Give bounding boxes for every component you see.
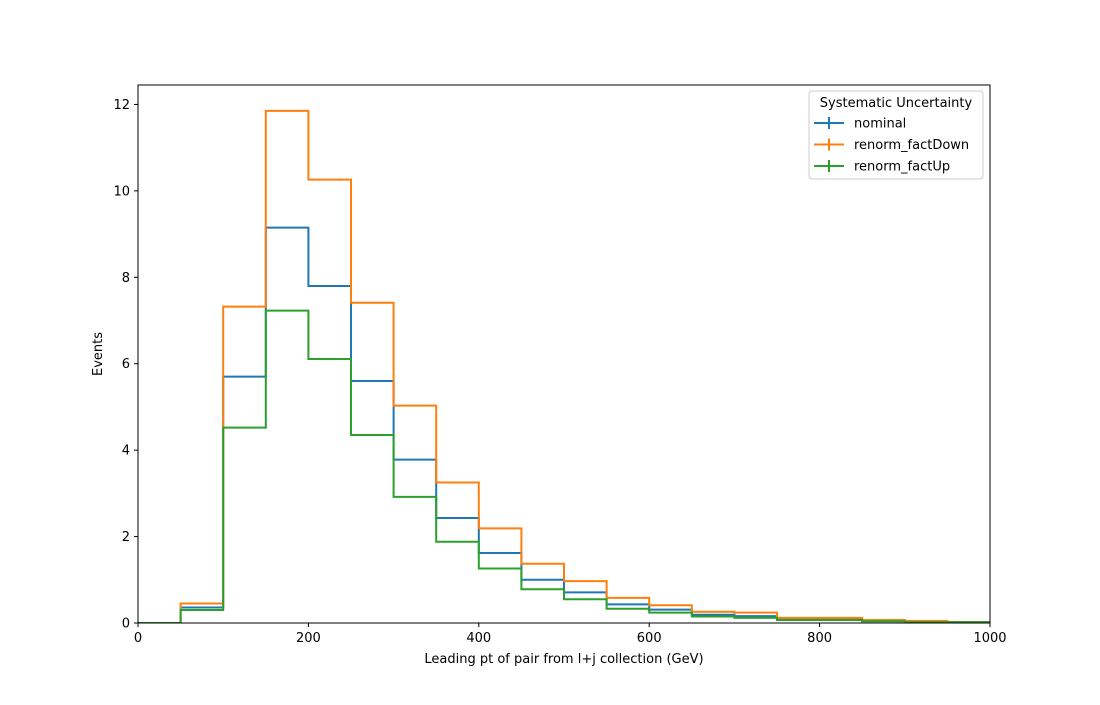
y-tick-label: 2 (122, 530, 130, 545)
x-tick-label: 1000 (973, 631, 1006, 646)
y-tick-label: 8 (122, 271, 130, 286)
y-tick-label: 0 (122, 617, 130, 632)
x-tick-label: 200 (296, 631, 321, 646)
legend-frame (808, 90, 984, 180)
x-tick-label: 600 (637, 631, 662, 646)
x-tick-label: 0 (134, 631, 142, 646)
y-tick-label: 10 (113, 184, 130, 199)
legend: Systematic Uncertainty nominal renorm_fact… (808, 90, 984, 180)
legend-title: Systematic Uncertainty (820, 96, 973, 111)
axes-layer: 0 200 400 600 800 1000 0 2 4 6 8 10 12 Leading pt of … (91, 84, 1007, 667)
x-tick-label: 400 (466, 631, 491, 646)
series-line-renorm_factDown (138, 109, 990, 623)
legend-label-renorm_factDown: renorm_factDown (854, 138, 969, 153)
y-tick-label: 12 (113, 98, 130, 113)
legend-label-renorm_factUp: renorm_factUp (854, 160, 950, 175)
plot-frame (137, 84, 991, 624)
series-layer (138, 109, 990, 623)
legend-label-nominal: nominal (854, 117, 906, 132)
y-tick-label: 6 (122, 357, 130, 372)
x-tick-label: 800 (807, 631, 832, 646)
y-tick-label: 4 (122, 444, 130, 459)
x-axis-label: Leading pt of pair from l+j collection (… (424, 652, 703, 667)
series-line-renorm_factUp (138, 309, 990, 623)
y-axis-label: Events (91, 332, 106, 376)
